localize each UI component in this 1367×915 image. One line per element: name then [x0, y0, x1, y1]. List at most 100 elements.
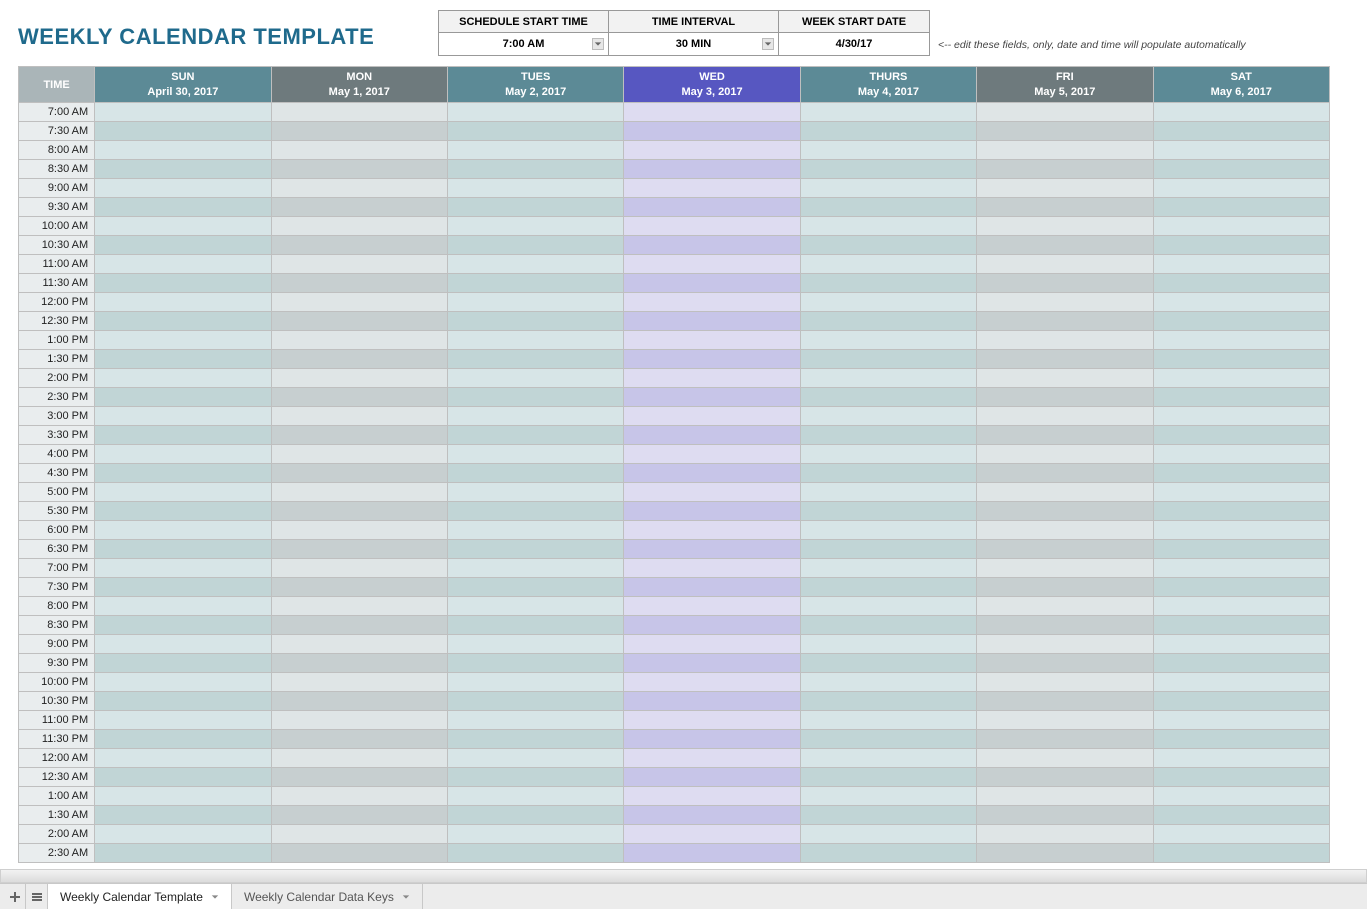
calendar-cell[interactable]: [1153, 464, 1329, 483]
calendar-cell[interactable]: [271, 388, 447, 407]
calendar-cell[interactable]: [800, 692, 976, 711]
calendar-cell[interactable]: [95, 236, 271, 255]
calendar-cell[interactable]: [624, 787, 800, 806]
calendar-cell[interactable]: [800, 502, 976, 521]
calendar-cell[interactable]: [1153, 844, 1329, 863]
calendar-cell[interactable]: [95, 464, 271, 483]
calendar-cell[interactable]: [800, 293, 976, 312]
calendar-cell[interactable]: [977, 312, 1153, 331]
calendar-cell[interactable]: [447, 559, 623, 578]
calendar-cell[interactable]: [1153, 749, 1329, 768]
calendar-cell[interactable]: [800, 540, 976, 559]
calendar-cell[interactable]: [800, 654, 976, 673]
calendar-cell[interactable]: [977, 502, 1153, 521]
calendar-cell[interactable]: [800, 198, 976, 217]
calendar-cell[interactable]: [447, 407, 623, 426]
calendar-cell[interactable]: [1153, 103, 1329, 122]
calendar-cell[interactable]: [95, 445, 271, 464]
calendar-cell[interactable]: [95, 255, 271, 274]
calendar-cell[interactable]: [624, 540, 800, 559]
calendar-cell[interactable]: [95, 806, 271, 825]
calendar-cell[interactable]: [1153, 635, 1329, 654]
calendar-cell[interactable]: [977, 730, 1153, 749]
calendar-cell[interactable]: [95, 540, 271, 559]
calendar-cell[interactable]: [271, 521, 447, 540]
calendar-cell[interactable]: [447, 635, 623, 654]
calendar-cell[interactable]: [1153, 274, 1329, 293]
calendar-cell[interactable]: [271, 141, 447, 160]
calendar-cell[interactable]: [624, 160, 800, 179]
calendar-cell[interactable]: [1153, 369, 1329, 388]
calendar-cell[interactable]: [977, 635, 1153, 654]
calendar-cell[interactable]: [800, 559, 976, 578]
calendar-cell[interactable]: [271, 825, 447, 844]
calendar-cell[interactable]: [1153, 578, 1329, 597]
calendar-cell[interactable]: [1153, 312, 1329, 331]
calendar-cell[interactable]: [447, 198, 623, 217]
calendar-cell[interactable]: [977, 141, 1153, 160]
calendar-cell[interactable]: [800, 103, 976, 122]
calendar-cell[interactable]: [624, 217, 800, 236]
calendar-cell[interactable]: [95, 635, 271, 654]
calendar-cell[interactable]: [800, 388, 976, 407]
calendar-cell[interactable]: [1153, 654, 1329, 673]
calendar-cell[interactable]: [624, 293, 800, 312]
calendar-cell[interactable]: [1153, 768, 1329, 787]
calendar-cell[interactable]: [800, 274, 976, 293]
all-sheets-button[interactable]: [26, 884, 48, 909]
calendar-cell[interactable]: [95, 483, 271, 502]
calendar-cell[interactable]: [624, 825, 800, 844]
calendar-cell[interactable]: [95, 331, 271, 350]
calendar-cell[interactable]: [271, 255, 447, 274]
calendar-cell[interactable]: [977, 578, 1153, 597]
calendar-cell[interactable]: [800, 350, 976, 369]
calendar-cell[interactable]: [800, 122, 976, 141]
calendar-cell[interactable]: [271, 502, 447, 521]
calendar-cell[interactable]: [447, 654, 623, 673]
calendar-cell[interactable]: [95, 198, 271, 217]
calendar-cell[interactable]: [95, 217, 271, 236]
calendar-cell[interactable]: [800, 730, 976, 749]
calendar-cell[interactable]: [271, 673, 447, 692]
calendar-cell[interactable]: [624, 236, 800, 255]
calendar-cell[interactable]: [271, 236, 447, 255]
calendar-cell[interactable]: [977, 597, 1153, 616]
calendar-cell[interactable]: [624, 844, 800, 863]
calendar-cell[interactable]: [95, 407, 271, 426]
calendar-cell[interactable]: [447, 521, 623, 540]
calendar-cell[interactable]: [1153, 806, 1329, 825]
calendar-cell[interactable]: [624, 369, 800, 388]
calendar-cell[interactable]: [95, 673, 271, 692]
calendar-cell[interactable]: [447, 103, 623, 122]
calendar-cell[interactable]: [447, 711, 623, 730]
sheet-tab[interactable]: Weekly Calendar Data Keys: [232, 884, 423, 909]
calendar-cell[interactable]: [271, 787, 447, 806]
calendar-cell[interactable]: [624, 578, 800, 597]
calendar-cell[interactable]: [800, 426, 976, 445]
calendar-cell[interactable]: [271, 179, 447, 198]
calendar-cell[interactable]: [271, 407, 447, 426]
calendar-cell[interactable]: [271, 578, 447, 597]
calendar-cell[interactable]: [1153, 255, 1329, 274]
scrollbar-thumb[interactable]: [1, 870, 1366, 882]
calendar-cell[interactable]: [624, 768, 800, 787]
horizontal-scrollbar[interactable]: [0, 869, 1367, 883]
calendar-cell[interactable]: [624, 673, 800, 692]
add-sheet-button[interactable]: [4, 884, 26, 909]
calendar-cell[interactable]: [800, 331, 976, 350]
calendar-cell[interactable]: [447, 502, 623, 521]
calendar-cell[interactable]: [271, 122, 447, 141]
calendar-cell[interactable]: [447, 445, 623, 464]
calendar-cell[interactable]: [800, 578, 976, 597]
calendar-cell[interactable]: [977, 255, 1153, 274]
calendar-cell[interactable]: [1153, 825, 1329, 844]
calendar-cell[interactable]: [977, 806, 1153, 825]
dropdown-icon[interactable]: [762, 38, 774, 50]
calendar-cell[interactable]: [447, 274, 623, 293]
calendar-cell[interactable]: [624, 274, 800, 293]
calendar-cell[interactable]: [95, 768, 271, 787]
calendar-cell[interactable]: [1153, 445, 1329, 464]
calendar-cell[interactable]: [977, 825, 1153, 844]
calendar-cell[interactable]: [624, 635, 800, 654]
calendar-cell[interactable]: [271, 597, 447, 616]
